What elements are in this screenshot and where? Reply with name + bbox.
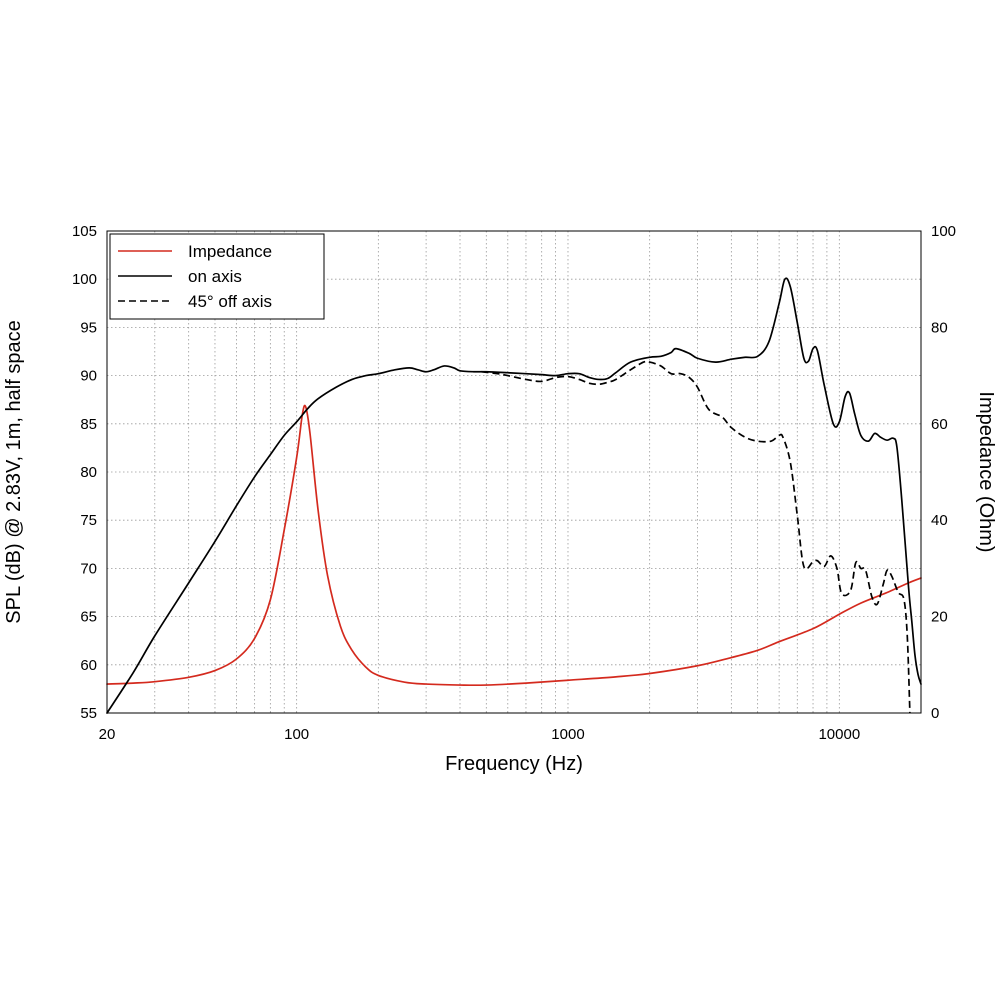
y-left-tick-label: 60 xyxy=(80,657,97,674)
y-right-tick-label: 20 xyxy=(931,609,948,626)
legend-label-on-axis: on axis xyxy=(188,267,242,286)
series-line-impedance xyxy=(106,404,922,687)
y-left-tick-label: 90 xyxy=(80,368,97,385)
y-right-tick-label: 100 xyxy=(931,223,956,240)
legend: Impedance on axis 45° off axis xyxy=(109,233,325,320)
series-line-on-axis xyxy=(106,277,922,714)
y-left-tick-label: 85 xyxy=(80,416,97,433)
plot-frame xyxy=(106,230,922,714)
y-right-tick-label: 80 xyxy=(931,319,948,336)
series-line-45-off-axis xyxy=(481,360,911,714)
y-left-tick-label: 80 xyxy=(80,464,97,481)
y-left-tick-label: 70 xyxy=(80,560,97,577)
y-left-tick-label: 65 xyxy=(80,609,97,626)
x-tick-label: 1000 xyxy=(551,726,584,743)
y-left-tick-label: 105 xyxy=(72,223,97,240)
x-tick-label: 10000 xyxy=(818,726,860,743)
tick-labels: 20 100 1000 10000 55 60 65 70 75 80 85 90 95 100 105 0 2… xyxy=(72,223,956,743)
grid xyxy=(107,231,921,713)
y-left-tick-label: 75 xyxy=(80,512,97,529)
y-left-tick-label: 55 xyxy=(80,705,97,722)
y-right-tick-label: 60 xyxy=(931,416,948,433)
y-left-tick-label: 100 xyxy=(72,271,97,288)
legend-label-impedance: Impedance xyxy=(188,242,272,261)
legend-label-off-axis: 45° off axis xyxy=(188,292,272,311)
y-right-tick-label: 40 xyxy=(931,512,948,529)
y-left-tick-label: 95 xyxy=(80,319,97,336)
series-lines xyxy=(106,277,922,714)
y-axis-right-title: Impedance (Ohm) xyxy=(975,391,997,552)
x-axis-title: Frequency (Hz) xyxy=(445,753,583,775)
y-axis-left-title: SPL (dB) @ 2.83V, 1m, half space xyxy=(3,320,25,623)
x-tick-label: 20 xyxy=(99,726,116,743)
y-right-tick-label: 0 xyxy=(931,705,939,722)
x-tick-label: 100 xyxy=(284,726,309,743)
